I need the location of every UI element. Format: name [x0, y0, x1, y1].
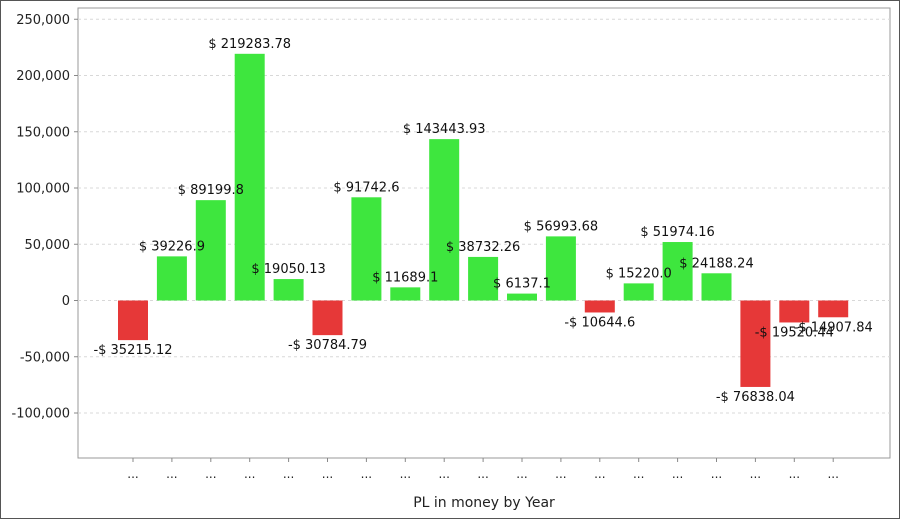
bar-data-label: $ 143443.93: [403, 122, 486, 137]
bar: [584, 300, 615, 313]
bar-data-label: $ 91742.6: [333, 180, 399, 195]
bar-data-label: $ 38732.26: [446, 240, 520, 255]
bar: [195, 200, 226, 301]
x-tick-label: ...: [827, 467, 838, 481]
y-tick-label: -50,000: [20, 350, 70, 365]
y-tick-label: -100,000: [12, 407, 70, 422]
y-tick-label: 250,000: [16, 13, 70, 28]
x-tick-label: ...: [711, 467, 722, 481]
bar: [740, 300, 771, 387]
x-tick-label: ...: [400, 467, 411, 481]
x-tick-label: ...: [789, 467, 800, 481]
bar: [429, 139, 460, 301]
bar-data-label: -$ 76838.04: [716, 390, 795, 405]
x-axis: ........................................…: [127, 458, 839, 481]
y-tick-label: 50,000: [25, 238, 71, 253]
bar: [118, 300, 148, 341]
x-tick-label: ...: [283, 467, 294, 481]
bar-data-label: -$ 30784.79: [288, 338, 367, 353]
x-tick-label: ...: [438, 467, 449, 481]
bar-data-label: $ 39226.9: [139, 239, 205, 254]
bar: [701, 273, 732, 301]
bar-data-label: $ 15220.0: [606, 266, 672, 281]
bar-data-label: -$ 10644.6: [564, 315, 635, 330]
bar: [662, 242, 693, 301]
x-tick-label: ...: [672, 467, 683, 481]
bar: [273, 279, 304, 301]
bar-data-label: $ 219283.78: [208, 37, 291, 52]
bar-data-label: $ 24188.24: [679, 256, 753, 271]
bar-data-label: $ 19050.13: [251, 262, 325, 277]
x-tick-label: ...: [127, 467, 138, 481]
bar: [468, 256, 499, 301]
bar-data-label: -$ 14907.84: [794, 320, 873, 335]
x-tick-label: ...: [633, 467, 644, 481]
x-tick-label: ...: [516, 467, 527, 481]
bar-data-label: $ 56993.68: [524, 219, 598, 234]
y-axis: 250,000 200,000 150,000 100,000 50,000 0 -50,0…: [12, 13, 78, 422]
x-tick-label: ...: [555, 467, 566, 481]
y-tick-label: 100,000: [16, 182, 70, 197]
bar: [156, 256, 187, 301]
x-tick-label: ...: [361, 467, 372, 481]
y-tick-label: 0: [62, 294, 70, 309]
bar-data-label: $ 11689.1: [372, 270, 438, 285]
bar: [818, 300, 849, 318]
bar: [312, 300, 343, 336]
x-tick-label: ...: [594, 467, 605, 481]
bar: [507, 293, 537, 301]
bar-data-label: $ 51974.16: [640, 225, 714, 240]
x-axis-title: PL in money by Year: [413, 495, 555, 511]
x-tick-label: ...: [477, 467, 488, 481]
x-tick-label: ...: [166, 467, 177, 481]
x-tick-label: ...: [750, 467, 761, 481]
bar: [623, 283, 654, 301]
x-tick-label: ...: [205, 467, 216, 481]
bar: [545, 236, 576, 301]
y-tick-label: 200,000: [16, 69, 70, 84]
bar-labels: -$ 35215.12 $ 39226.9 $ 89199.8 $ 219283.78…: [93, 37, 872, 405]
y-tick-label: 150,000: [16, 125, 70, 140]
bar: [234, 53, 265, 301]
x-tick-label: ...: [244, 467, 255, 481]
bar: [351, 197, 382, 301]
bar-data-label: $ 6137.1: [493, 277, 551, 292]
bar: [390, 287, 421, 301]
bar-data-label: -$ 35215.12: [93, 343, 172, 358]
bars: [118, 53, 849, 387]
bar: [779, 300, 810, 323]
bar-data-label: -$ 19520.44: [755, 325, 834, 340]
bar-data-label: $ 89199.8: [178, 183, 244, 198]
x-tick-label: ...: [322, 467, 333, 481]
